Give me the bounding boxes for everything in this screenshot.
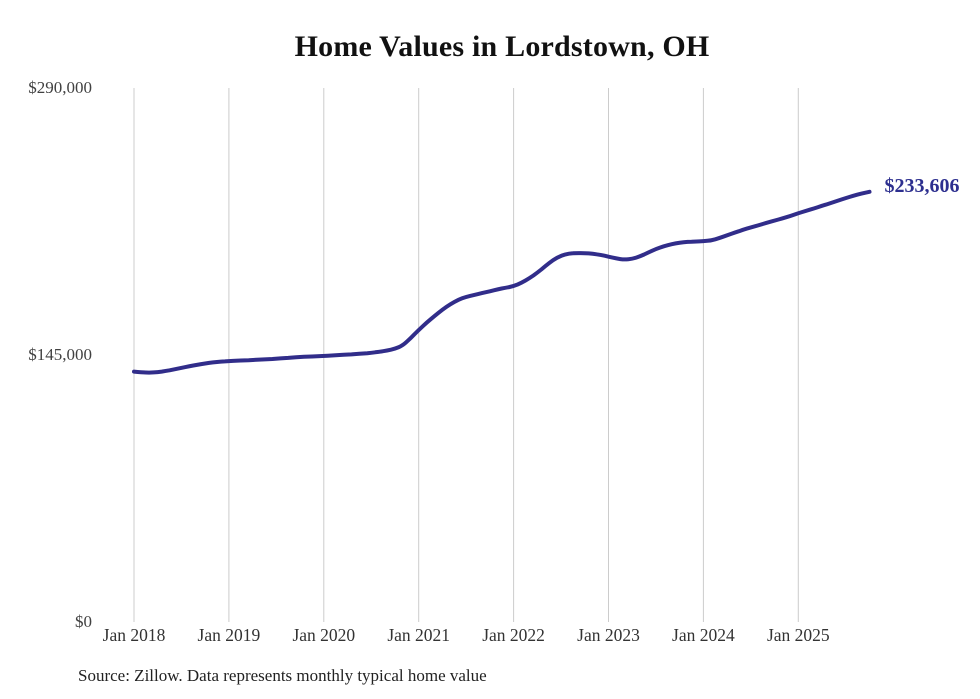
gridlines-group: [133, 88, 799, 622]
home-value-line: [132, 189, 872, 375]
x-axis-tick-label: Jan 2024: [672, 625, 735, 645]
chart-title: Home Values in Lordstown, OH: [294, 30, 710, 63]
x-axis-tick-label: Jan 2019: [197, 625, 261, 645]
x-axis-tick-label: Jan 2022: [482, 625, 545, 645]
y-axis-tick-label: $290,000: [28, 78, 92, 97]
x-axis-tick-label: Jan 2025: [766, 625, 830, 645]
current-value-label: $233,606: [884, 174, 960, 197]
x-axis-tick-label: Jan 2023: [577, 625, 640, 645]
y-axis-tick-label: $145,000: [28, 345, 92, 364]
x-axis-tick-label: Jan 2021: [387, 625, 451, 645]
y-axis-tick-label: $0: [75, 612, 92, 631]
x-axis-tick-label: Jan 2020: [292, 625, 356, 645]
x-axis-tick-label: Jan 2018: [102, 625, 166, 645]
source-note: Source: Zillow. Data represents monthly …: [78, 666, 487, 685]
